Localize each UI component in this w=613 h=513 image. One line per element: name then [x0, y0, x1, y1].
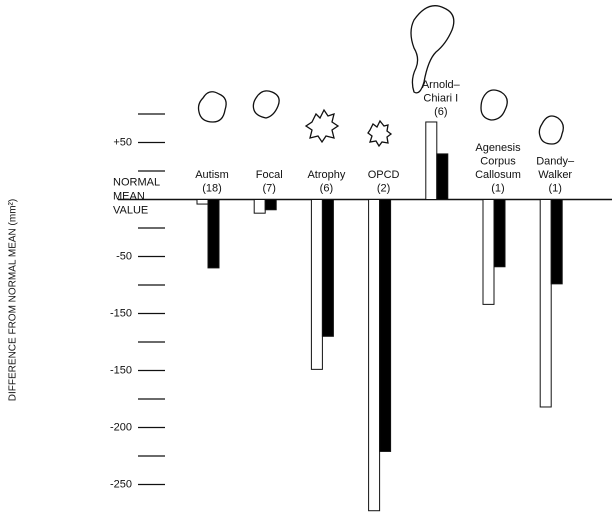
- x-tick-label: Atrophy: [307, 169, 345, 181]
- x-tick-label: Chiari I: [423, 92, 458, 104]
- x-tick-label: Corpus: [480, 155, 516, 167]
- bar: [483, 200, 494, 305]
- icon: [481, 90, 507, 120]
- x-tick-label: Callosum: [475, 169, 521, 181]
- icon: [253, 91, 279, 118]
- x-tick-label: OPCD: [368, 169, 400, 181]
- x-tick-label: Agenesis: [475, 142, 521, 154]
- y-tick-label: +50: [113, 136, 132, 148]
- icon: [368, 121, 391, 146]
- icon: [306, 110, 338, 142]
- bar: [380, 200, 391, 452]
- bar: [254, 200, 265, 214]
- bar: [494, 200, 505, 267]
- bar: [208, 200, 219, 268]
- x-tick-label: (1): [548, 182, 561, 194]
- bar: [540, 200, 551, 407]
- x-tick-label: (18): [202, 182, 222, 194]
- bar: [551, 200, 562, 284]
- bar: [322, 200, 333, 337]
- reference-label: NORMAL: [113, 176, 160, 188]
- x-tick-label: Arnold–: [422, 79, 461, 91]
- y-axis-title: DIFFERENCE FROM NORMAL MEAN (mm²): [8, 199, 19, 401]
- brain-icons: [199, 6, 564, 146]
- bar: [426, 122, 437, 200]
- bar: [265, 200, 276, 210]
- y-tick-label: -150: [110, 364, 132, 376]
- x-tick-label: (7): [262, 182, 275, 194]
- reference-label: VALUE: [113, 204, 148, 216]
- y-tick-label: -50: [116, 250, 132, 262]
- x-tick-label: Focal: [256, 169, 283, 181]
- x-tick-label: (6): [320, 182, 333, 194]
- reference-label: MEAN: [113, 190, 145, 202]
- x-tick-label: Walker: [538, 169, 572, 181]
- x-tick-label: (2): [377, 182, 390, 194]
- x-tick-label: Dandy–: [536, 155, 575, 167]
- bar: [311, 200, 322, 370]
- y-tick-label: -200: [110, 421, 132, 433]
- chart: DIFFERENCE FROM NORMAL MEAN (mm²) NORMAL…: [0, 0, 613, 513]
- bar: [369, 200, 380, 511]
- y-tick-label: -150: [110, 307, 132, 319]
- bar: [437, 154, 448, 200]
- icon: [199, 92, 227, 122]
- y-tick-label: -250: [110, 478, 132, 490]
- x-tick-label: Autism: [195, 169, 229, 181]
- x-tick-label: (1): [491, 182, 504, 194]
- x-tick-label: (6): [434, 106, 447, 118]
- icon: [539, 116, 563, 144]
- bar: [197, 200, 208, 205]
